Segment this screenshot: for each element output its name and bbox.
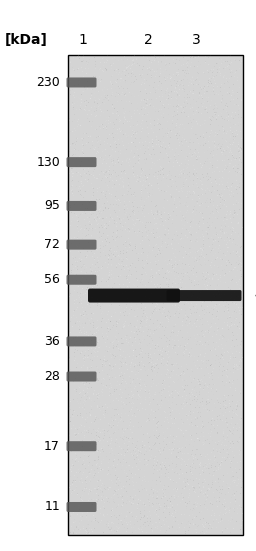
Text: 72: 72: [44, 238, 60, 251]
Text: 28: 28: [44, 370, 60, 383]
FancyBboxPatch shape: [67, 371, 97, 381]
Text: [kDa]: [kDa]: [5, 33, 48, 47]
FancyBboxPatch shape: [67, 441, 97, 451]
FancyBboxPatch shape: [67, 240, 97, 250]
Text: 130: 130: [36, 155, 60, 169]
FancyBboxPatch shape: [67, 157, 97, 167]
FancyBboxPatch shape: [67, 502, 97, 512]
Text: 1: 1: [79, 33, 88, 47]
Text: 95: 95: [44, 199, 60, 213]
Text: 2: 2: [144, 33, 152, 47]
FancyBboxPatch shape: [67, 337, 97, 347]
Bar: [68, 55, 243, 535]
Text: 56: 56: [44, 273, 60, 286]
FancyBboxPatch shape: [88, 289, 180, 302]
Text: 3: 3: [192, 33, 200, 47]
Text: 17: 17: [44, 440, 60, 453]
FancyBboxPatch shape: [67, 78, 97, 88]
FancyBboxPatch shape: [166, 290, 241, 301]
FancyBboxPatch shape: [67, 201, 97, 211]
Text: 11: 11: [44, 500, 60, 514]
Text: 230: 230: [36, 76, 60, 89]
Text: 36: 36: [44, 335, 60, 348]
FancyBboxPatch shape: [67, 275, 97, 285]
